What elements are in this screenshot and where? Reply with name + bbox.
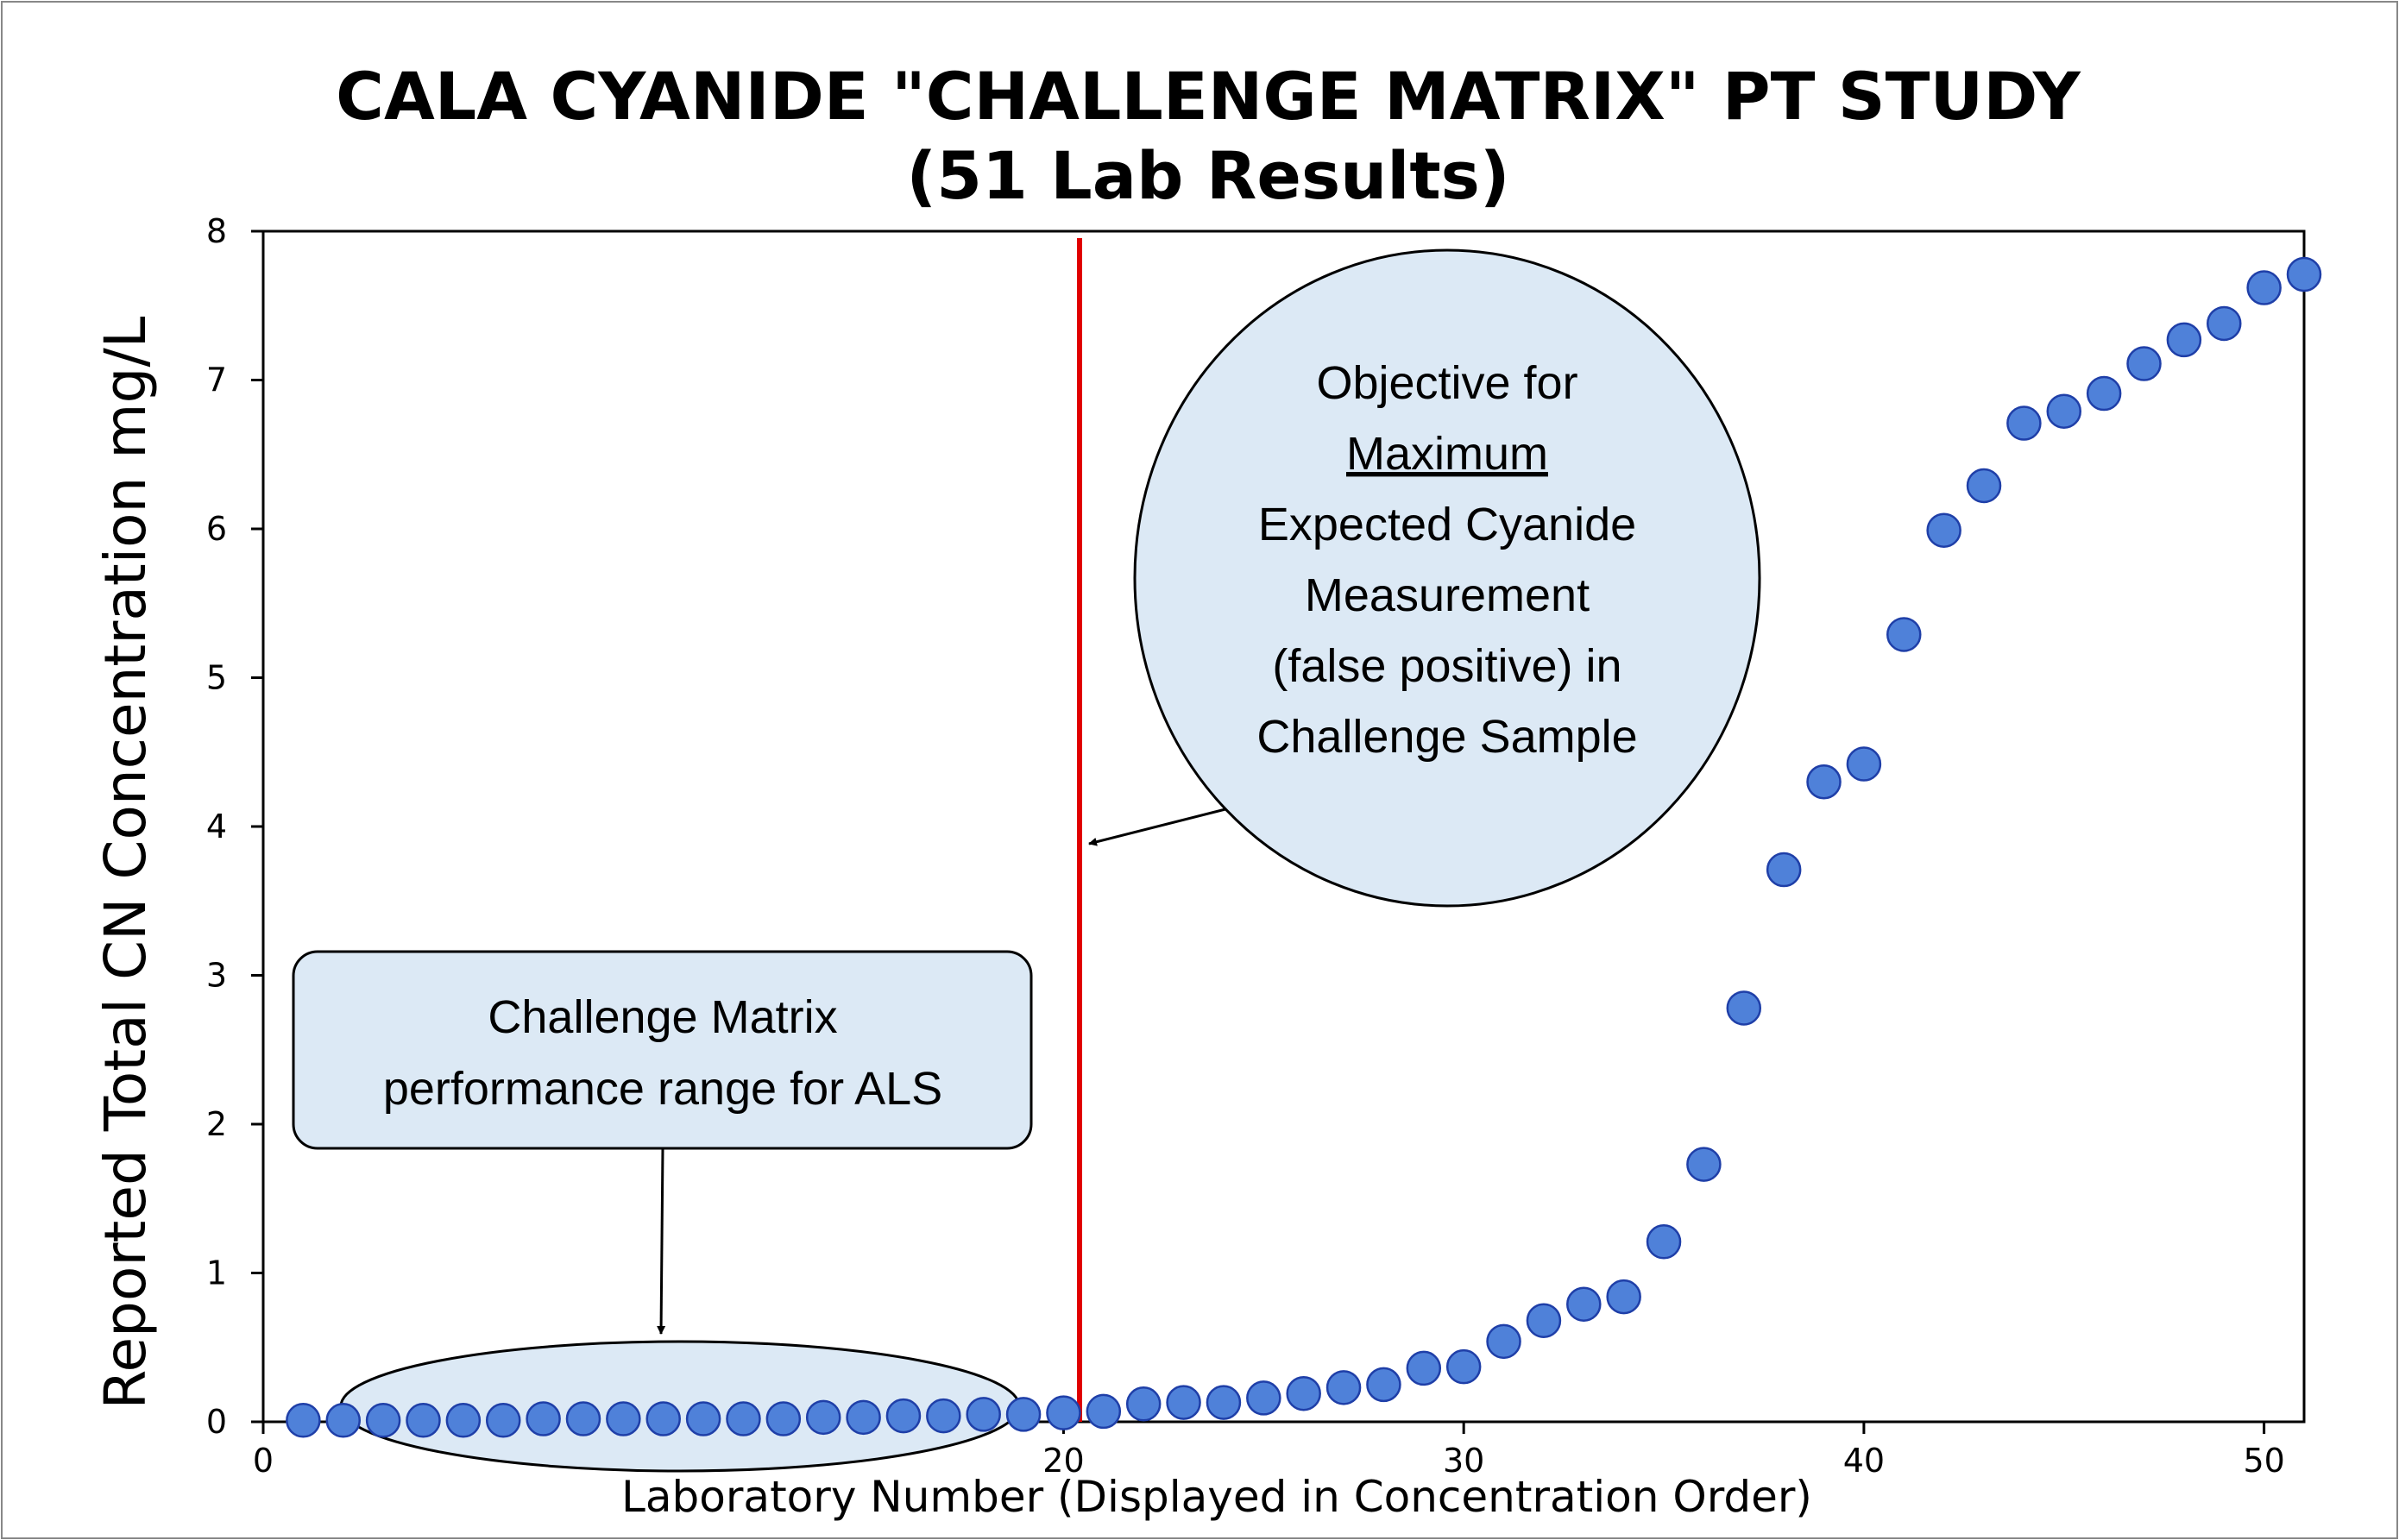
data-point-30 (1445, 1348, 1482, 1385)
data-point-49 (2207, 305, 2242, 342)
data-point-15 (846, 1399, 881, 1436)
data-point-14 (805, 1399, 841, 1436)
y-tick-label-5: 5 (206, 659, 227, 697)
data-point-24 (1206, 1385, 1242, 1420)
data-point-43 (1966, 468, 2002, 504)
als-callout-box (292, 950, 1033, 1150)
data-point-9 (606, 1401, 641, 1436)
objective-text: Objective for Maximum Expected Cyanide M… (1256, 357, 1637, 763)
x-axis-label: Laboratory Number (Displayed in Concentr… (621, 1472, 1812, 1522)
data-point-51 (2286, 256, 2322, 292)
data-point-27 (1325, 1370, 1362, 1405)
data-point-5 (445, 1403, 482, 1438)
x-tick-label-5: 50 (2243, 1442, 2284, 1480)
data-point-26 (1286, 1375, 1321, 1411)
data-point-2 (325, 1403, 361, 1438)
chart-subtitle: (51 Lab Results) (906, 137, 1509, 214)
data-point-4 (406, 1403, 441, 1438)
data-point-48 (2166, 322, 2202, 358)
data-point-44 (2006, 405, 2042, 441)
x-tick-label-4: 40 (1843, 1442, 1885, 1480)
y-tick-label-2: 2 (206, 1105, 227, 1143)
data-point-18 (966, 1397, 1001, 1432)
x-tick-label-0: 0 (253, 1442, 274, 1480)
data-point-7 (526, 1401, 561, 1436)
data-point-47 (2126, 346, 2162, 381)
data-point-33 (1566, 1286, 1602, 1322)
data-point-21 (1086, 1393, 1122, 1430)
data-point-25 (1246, 1380, 1281, 1416)
objective-line-1: Objective for (1316, 357, 1577, 409)
data-point-29 (1406, 1350, 1442, 1386)
data-point-34 (1606, 1279, 1641, 1315)
objective-arrow (1088, 808, 1226, 846)
data-point-3 (365, 1403, 401, 1438)
data-point-28 (1366, 1367, 1401, 1403)
data-point-8 (565, 1401, 601, 1436)
data-point-38 (1766, 852, 1802, 888)
objective-line-3: Expected Cyanide (1258, 499, 1636, 550)
data-point-31 (1486, 1323, 1521, 1360)
data-point-46 (2086, 375, 2122, 412)
objective-line-6: Challenge Sample (1256, 711, 1637, 763)
data-point-37 (1726, 990, 1762, 1026)
data-point-6 (485, 1403, 521, 1438)
chart-title: CALA CYANIDE "CHALLENGE MATRIX" PT STUDY (336, 58, 2081, 135)
data-point-17 (926, 1398, 961, 1434)
data-point-13 (765, 1401, 802, 1436)
y-tick-label-7: 7 (206, 361, 227, 399)
data-point-39 (1806, 764, 1842, 800)
als-arrow (657, 1147, 666, 1335)
data-point-36 (1686, 1147, 1722, 1182)
y-axis-ticks: 0 1 2 3 4 5 6 7 8 (206, 212, 263, 1441)
data-point-50 (2246, 270, 2282, 305)
data-point-11 (685, 1401, 721, 1436)
y-tick-label-6: 6 (206, 510, 227, 548)
data-point-41 (1886, 617, 1922, 652)
x-tick-label-2: 20 (1042, 1442, 1084, 1480)
data-point-42 (1926, 512, 1961, 548)
data-point-40 (1846, 746, 1882, 782)
data-point-1 (286, 1403, 321, 1438)
data-point-19 (1005, 1397, 1042, 1432)
data-point-35 (1646, 1224, 1682, 1260)
y-tick-label-3: 3 (206, 957, 227, 995)
objective-bubble (1133, 248, 1761, 908)
x-tick-label-3: 30 (1443, 1442, 1484, 1480)
objective-line-4: Measurement (1305, 569, 1590, 621)
data-point-20 (1046, 1395, 1081, 1430)
y-axis-label: Reported Total CN Concentration mg/L (92, 316, 159, 1409)
data-point-16 (885, 1398, 922, 1434)
y-tick-label-0: 0 (206, 1403, 227, 1441)
objective-line-5: (false positive) in (1272, 640, 1621, 692)
als-callout-line-1: Challenge Matrix (488, 991, 837, 1043)
y-tick-label-8: 8 (206, 212, 227, 250)
y-tick-label-1: 1 (206, 1254, 227, 1292)
data-points (286, 256, 2322, 1438)
data-point-32 (1526, 1303, 1562, 1338)
data-point-22 (1125, 1386, 1162, 1422)
data-point-23 (1166, 1385, 1201, 1420)
y-tick-label-4: 4 (206, 808, 227, 845)
als-callout-line-2: performance range for ALS (383, 1063, 942, 1115)
data-point-45 (2046, 393, 2082, 429)
data-point-10 (645, 1401, 681, 1436)
objective-line-2: Maximum (1346, 428, 1548, 480)
data-point-12 (726, 1401, 761, 1436)
